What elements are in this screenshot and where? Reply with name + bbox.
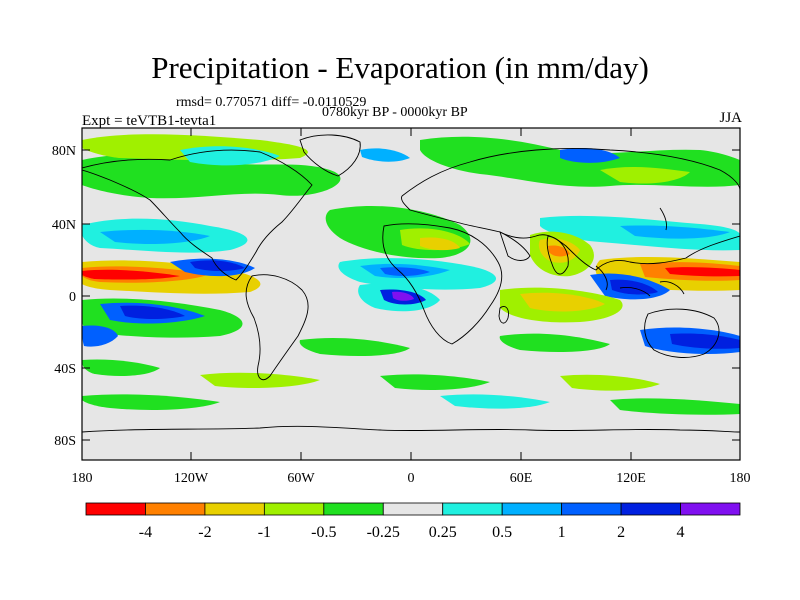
colorbar-label: 1 xyxy=(558,524,566,541)
colorbar-label: 2 xyxy=(617,524,625,541)
colorbar-swatch xyxy=(323,502,384,516)
lat-tick-label: 80N xyxy=(52,144,76,159)
colorbar-label: -2 xyxy=(198,524,211,541)
lon-tick-label: 120W xyxy=(174,471,209,486)
colorbar-label: 0.25 xyxy=(429,524,457,541)
colorbar-swatch xyxy=(263,502,325,516)
colorbar-label: -0.5 xyxy=(311,524,336,541)
lon-tick-label: 120E xyxy=(616,471,646,486)
colorbar-swatch xyxy=(85,502,146,516)
period-label: 0780kyr BP - 0000kyr BP xyxy=(322,105,468,120)
colorbar-swatch xyxy=(442,502,503,516)
lon-tick-label: 0 xyxy=(408,471,415,486)
colorbar: -4 -2 -1 -0.5 -0.25 0.25 0.5 1 2 4 xyxy=(85,502,741,541)
pme-anomaly-field xyxy=(82,134,740,415)
colorbar-label: -0.25 xyxy=(367,524,400,541)
lat-tick-label: 40S xyxy=(54,362,76,377)
chart-title: Precipitation - Evaporation (in mm/day) xyxy=(151,50,649,85)
axis-ticks xyxy=(82,128,740,460)
lon-tick-label: 60E xyxy=(510,471,533,486)
rmsd-diff-label: rmsd= 0.770571 diff= -0.0110529 xyxy=(176,95,367,110)
colorbar-swatch xyxy=(204,502,265,516)
colorbar-swatch xyxy=(680,502,741,516)
lat-tick-label: 80S xyxy=(54,434,76,449)
lat-tick-label: 40N xyxy=(52,218,76,233)
colorbar-swatch xyxy=(382,502,444,516)
colorbar-label: -4 xyxy=(139,524,152,541)
colorbar-swatch xyxy=(501,502,563,516)
colorbar-swatch xyxy=(561,502,622,516)
colorbar-label: 4 xyxy=(677,524,685,541)
colorbar-swatch xyxy=(620,502,681,516)
colorbar-label: 0.5 xyxy=(492,524,512,541)
lon-tick-label: 60W xyxy=(287,471,315,486)
coastlines xyxy=(82,134,740,433)
lat-tick-label: 0 xyxy=(69,290,76,305)
lon-tick-label: 180 xyxy=(730,471,751,486)
lon-tick-label: 180 xyxy=(72,471,93,486)
colorbar-swatch xyxy=(145,502,206,516)
experiment-label: Expt = teVTB1-tevta1 xyxy=(82,113,217,129)
season-label: JJA xyxy=(719,110,742,126)
colorbar-label: -1 xyxy=(258,524,271,541)
